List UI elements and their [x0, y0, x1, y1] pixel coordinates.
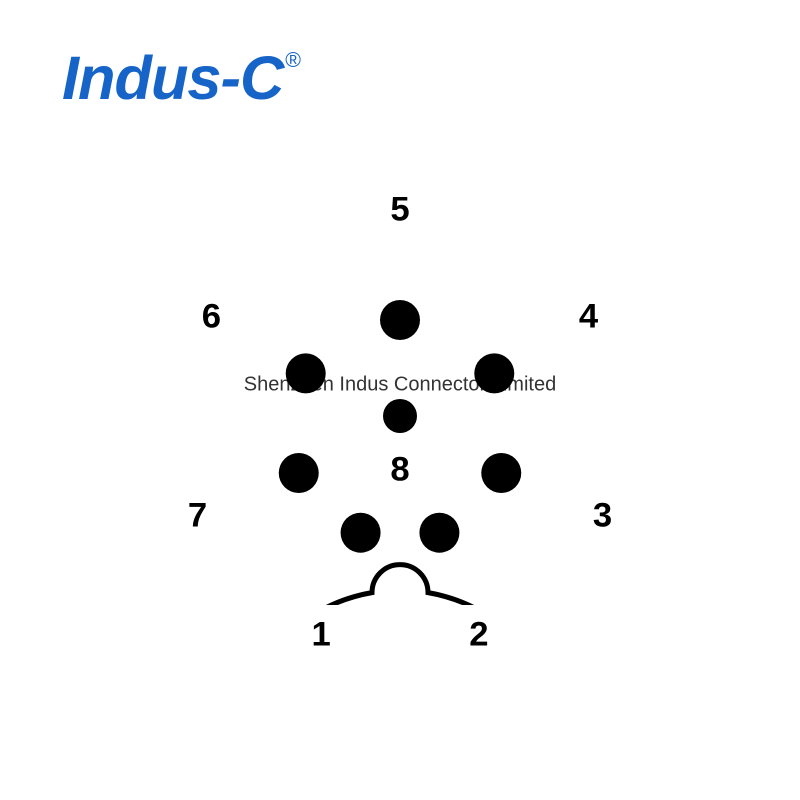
registered-mark: ® [285, 48, 301, 73]
brand-logo-text: Indus-C [62, 42, 283, 113]
pin-label: 3 [593, 496, 612, 535]
pin-label: 8 [390, 451, 409, 490]
brand-logo: Indus-C ® [62, 42, 301, 113]
pin-label: 2 [469, 616, 488, 655]
canvas: Indus-C ® Shenzhen Indus Connector Limit… [0, 0, 800, 800]
pin-label: 7 [188, 496, 207, 535]
pin-label: 4 [579, 297, 598, 336]
pin-label: 1 [312, 616, 331, 655]
pin-label: 6 [202, 297, 221, 336]
pin-label: 5 [390, 191, 409, 230]
connector-pinout-diagram [225, 255, 575, 605]
